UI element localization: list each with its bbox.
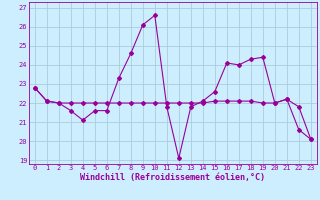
X-axis label: Windchill (Refroidissement éolien,°C): Windchill (Refroidissement éolien,°C) xyxy=(80,173,265,182)
